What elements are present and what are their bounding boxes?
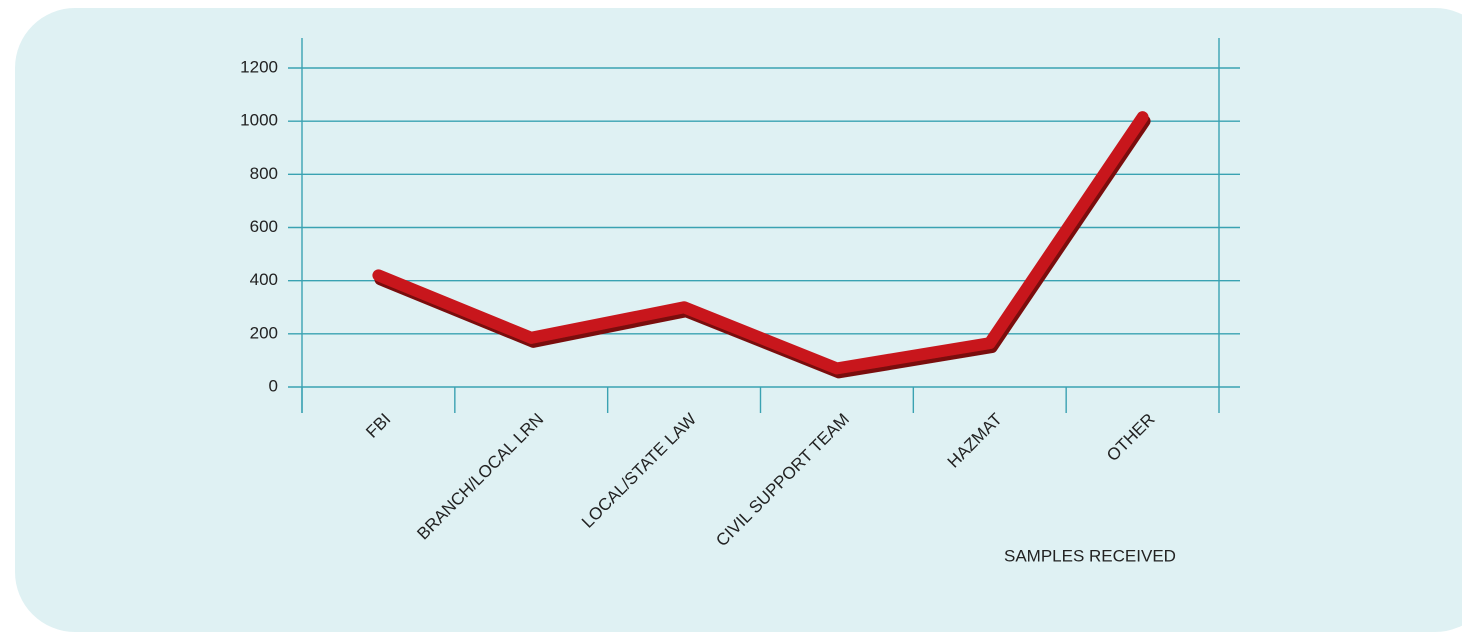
y-tick-label: 400 — [250, 270, 278, 289]
y-tick-label: 600 — [250, 217, 278, 236]
y-tick-label: 1200 — [240, 57, 278, 76]
y-tick-label: 0 — [269, 376, 278, 395]
y-tick-label: 1000 — [240, 111, 278, 130]
legend-label: SAMPLES RECEIVED — [1004, 546, 1176, 565]
data-line — [372, 111, 1149, 375]
y-tick-label: 200 — [250, 323, 278, 342]
panel — [15, 8, 1462, 632]
y-tick-label: 800 — [250, 164, 278, 183]
